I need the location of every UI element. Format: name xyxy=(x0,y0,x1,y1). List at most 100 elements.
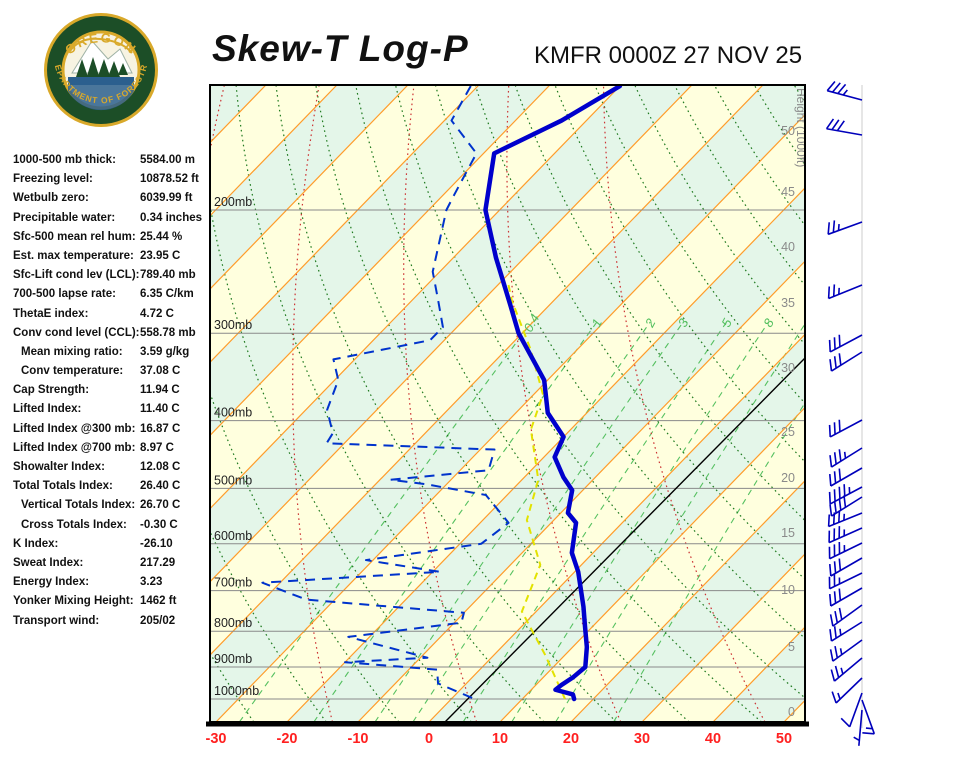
wind-barb-feather xyxy=(837,83,847,95)
pressure-label: 400mb xyxy=(214,406,252,420)
wind-barb-feather xyxy=(829,629,833,642)
height-label: 15 xyxy=(781,526,795,540)
isotherm-line xyxy=(210,85,693,583)
stat-label: Cross Totals Index: xyxy=(21,518,127,531)
wind-barb-feather xyxy=(828,473,832,487)
stat-value: -0.30 C xyxy=(140,518,178,531)
stat-label: K Index: xyxy=(13,537,59,550)
wind-barb-staff xyxy=(832,639,863,662)
wind-barb-feather xyxy=(838,419,841,432)
moist-adiabat-line xyxy=(506,85,622,722)
x-axis-label: 0 xyxy=(425,731,433,747)
pressure-label: 700mb xyxy=(214,576,252,590)
mixing-ratio-line xyxy=(238,321,533,722)
stat-label: 700-500 lapse rate: xyxy=(13,288,116,301)
wind-barb-half-feather xyxy=(842,89,848,96)
stat-row: Vertical Totals Index: 26.70 C xyxy=(13,499,208,518)
isotherm-line xyxy=(210,85,551,437)
x-axis-label: 30 xyxy=(634,731,650,747)
wind-barb-feather xyxy=(831,82,841,93)
plot-area: 0.4 1 2 3 5 8200mb300mb400mb500mb600mb700mb80… xyxy=(0,85,805,722)
height-label: 5 xyxy=(788,640,795,654)
wind-barb-feather xyxy=(843,484,846,497)
temperature-curve xyxy=(483,85,623,702)
dry-adiabat-line xyxy=(554,85,805,463)
stat-label: Freezing level: xyxy=(13,173,93,186)
x-axis-label: 10 xyxy=(492,731,508,747)
height-label: 20 xyxy=(781,471,795,485)
wind-barb-feather xyxy=(832,284,836,297)
stat-row: Cap Strength: 11.94 C xyxy=(13,384,208,403)
stat-row: Conv cond level (CCL): 558.78 mb xyxy=(13,327,208,346)
wind-barb xyxy=(827,284,863,300)
wind-barb xyxy=(827,220,863,236)
wind-barb-half-feather xyxy=(837,692,841,700)
stat-row: Sfc-500 mean rel hum: 25.44 % xyxy=(13,231,208,250)
dry-adiabat-line xyxy=(634,85,805,346)
wind-barb-feather xyxy=(833,356,837,369)
wind-barb-feather xyxy=(834,665,840,678)
dry-adiabat-line xyxy=(395,85,805,699)
stat-value: 37.08 C xyxy=(140,365,181,378)
stat-row: Precipitable water: 0.34 inches xyxy=(13,212,208,231)
stat-label: Precipitable water: xyxy=(13,211,116,224)
wind-barb-feather xyxy=(833,626,837,639)
wind-barb-feather xyxy=(838,468,842,481)
moist-adiabat-line xyxy=(602,85,766,722)
moist-adiabat-line xyxy=(292,85,334,722)
wind-barb-feather xyxy=(826,80,836,92)
wind-barb xyxy=(828,587,863,607)
stat-label: Lifted Index @300 mb: xyxy=(13,422,136,435)
stat-row: Total Totals Index: 26.40 C xyxy=(13,480,208,499)
odf-logo: OREGON DEPARTMENT OF FORESTRY xyxy=(42,11,158,127)
wind-barb-feather xyxy=(838,607,843,620)
x-axis-label: 40 xyxy=(705,731,721,747)
wind-barb-feather xyxy=(840,717,851,728)
wind-barb xyxy=(831,677,863,704)
stat-label: Sfc-Lift cond lev (LCL): xyxy=(13,269,140,282)
wind-barb-feather xyxy=(832,512,836,525)
wind-barb xyxy=(829,621,863,642)
wind-barb xyxy=(828,541,863,560)
wind-barb-feather xyxy=(831,691,837,704)
pressure-label: 200mb xyxy=(214,195,252,209)
x-axis-label: -30 xyxy=(206,731,227,747)
pressure-label: 900mb xyxy=(214,652,252,666)
wind-barb-half-feather xyxy=(837,224,840,231)
mixing-ratio-line xyxy=(613,401,805,722)
stat-value: -26.10 xyxy=(140,537,173,550)
wind-barb-staff xyxy=(833,657,863,682)
stat-row: Sweat Index: 217.29 xyxy=(13,557,208,576)
stat-label: Sweat Index: xyxy=(13,556,84,569)
pressure-label: 1000mb xyxy=(214,684,259,698)
wind-barb-feather xyxy=(843,495,847,508)
pressure-label: 600mb xyxy=(214,529,252,543)
stat-value: 3.59 g/kg xyxy=(140,345,190,358)
wind-barb-feather xyxy=(838,449,842,462)
dry-adiabat-line xyxy=(514,85,805,522)
stat-value: 1462 ft xyxy=(140,595,177,608)
pressure-label: 800mb xyxy=(214,616,252,630)
isotherm-line xyxy=(499,406,805,722)
wind-barb xyxy=(828,334,863,353)
wind-barb-feather xyxy=(836,120,845,132)
wind-barb-feather xyxy=(833,489,836,502)
stat-label: Cap Strength: xyxy=(13,384,90,397)
x-axis-label: -10 xyxy=(348,731,369,747)
stat-label: Vertical Totals Index: xyxy=(21,499,136,512)
wind-barb-staff xyxy=(826,127,863,136)
wind-barb-feather xyxy=(828,563,832,577)
temp-band xyxy=(0,85,195,722)
mixing-ratio-line xyxy=(374,321,651,722)
stat-label: Transport wind: xyxy=(13,614,100,627)
wind-barb-feather xyxy=(833,591,837,604)
wind-barb-feather xyxy=(829,359,833,372)
wind-barb-feather xyxy=(834,645,839,659)
wind-barb-feather xyxy=(828,491,832,504)
wind-barb-feather xyxy=(834,610,839,624)
dry-adiabat-line xyxy=(794,85,805,104)
stat-label: Yonker Mixing Height: xyxy=(13,595,134,608)
stat-row: Sfc-Lift cond lev (LCL): 789.40 mb xyxy=(13,269,208,288)
isotherm-line xyxy=(210,85,409,290)
